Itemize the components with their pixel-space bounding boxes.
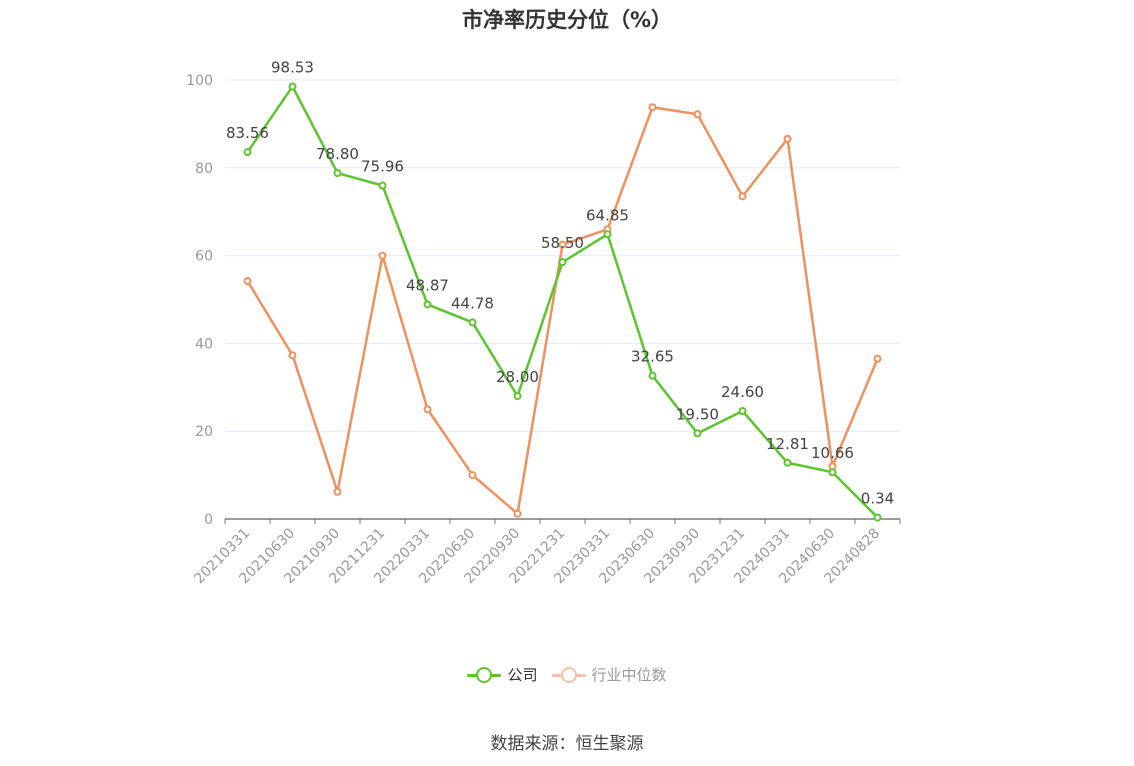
legend-label-industry: 行业中位数: [591, 666, 667, 684]
data-label: 64.85: [586, 206, 629, 224]
data-point-company: [513, 392, 522, 401]
data-point-company: [693, 429, 702, 438]
data-point-company: [243, 148, 252, 157]
data-label: 0.34: [861, 490, 894, 508]
data-label: 98.53: [271, 58, 314, 76]
y-tick-label: 100: [186, 73, 213, 89]
y-tick-label: 80: [195, 161, 213, 177]
data-point-company: [648, 371, 657, 380]
data-point-industry: [378, 251, 387, 260]
data-point-industry: [468, 471, 477, 480]
data-point-industry: [558, 240, 567, 249]
data-label: 28.00: [496, 368, 539, 386]
data-point-industry: [738, 192, 747, 201]
data-label: 83.56: [226, 124, 269, 142]
data-point-company: [288, 82, 297, 91]
data-point-company: [333, 169, 342, 178]
data-point-company: [423, 300, 432, 309]
data-point-industry: [648, 103, 657, 112]
data-point-company: [828, 468, 837, 477]
legend-item-industry[interactable]: 行业中位数: [551, 664, 667, 685]
data-label: 19.50: [676, 405, 719, 423]
data-point-industry: [693, 110, 702, 119]
data-source: 数据来源：恒生聚源: [490, 734, 644, 754]
data-point-company: [783, 458, 792, 467]
data-label: 32.65: [631, 348, 674, 366]
legend-marker-company: [467, 665, 502, 685]
data-point-industry: [513, 509, 522, 518]
y-tick-label: 40: [195, 336, 213, 352]
data-point-industry: [873, 354, 882, 363]
legend-marker-industry: [551, 665, 586, 685]
data-point-company: [468, 318, 477, 327]
data-label: 10.66: [811, 444, 854, 462]
data-point-company: [378, 181, 387, 190]
data-point-industry: [783, 134, 792, 143]
data-point-industry: [333, 487, 342, 496]
data-point-industry: [423, 405, 432, 414]
data-label: 75.96: [361, 158, 404, 176]
y-tick-label: 60: [195, 249, 213, 265]
chart-title: 市净率历史分位（%）: [461, 8, 673, 32]
data-label: 12.81: [766, 435, 809, 453]
data-point-industry: [243, 277, 252, 286]
legend-item-company[interactable]: 公司: [467, 664, 538, 685]
data-label: 58.50: [541, 234, 584, 252]
y-tick-label: 20: [195, 424, 213, 440]
data-point-company: [738, 407, 747, 416]
data-point-company: [873, 513, 882, 522]
data-label: 48.87: [406, 276, 449, 294]
data-point-company: [558, 258, 567, 267]
data-label: 24.60: [721, 383, 764, 401]
y-tick-label: 0: [204, 512, 213, 528]
data-label: 44.78: [451, 294, 494, 312]
legend: 公司 行业中位数: [0, 664, 1134, 685]
data-label: 78.80: [316, 145, 359, 163]
data-point-company: [603, 230, 612, 239]
legend-label-company: 公司: [507, 666, 538, 684]
data-point-industry: [288, 351, 297, 360]
